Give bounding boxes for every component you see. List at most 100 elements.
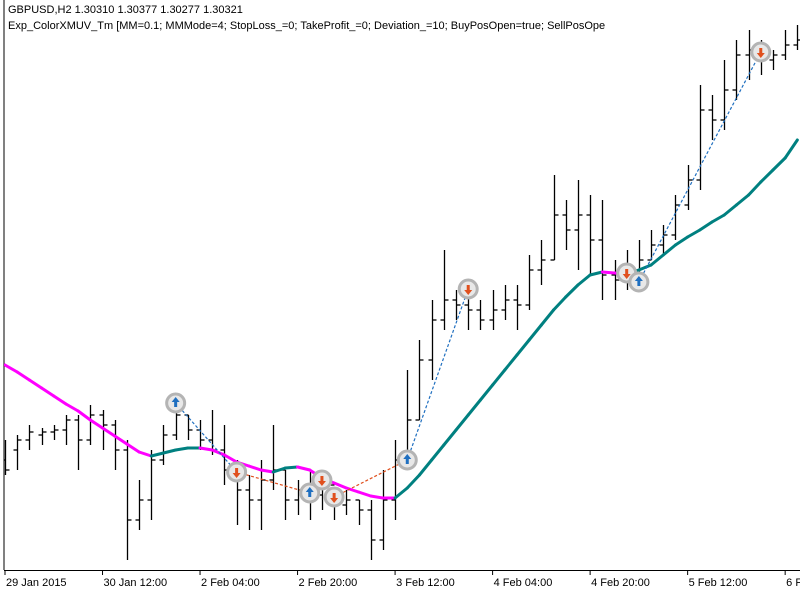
ohlc-bar [696,85,705,190]
ma-segment [222,453,239,464]
ma-segment [405,473,421,490]
ohlc-bar [793,25,800,50]
ma-segment [271,466,287,474]
marker-arrow [622,269,631,279]
ohlc-bar [38,428,47,445]
ohlc-bar [671,195,680,240]
ma-segment [552,295,568,312]
ma-segment [259,468,275,474]
ohlc-bar [415,340,424,421]
ma-segment [332,481,348,490]
ohlc-bar [123,440,132,560]
buy-marker [165,392,187,414]
trade-connector [406,288,469,461]
ohlc-bar [732,40,741,100]
x-tick-label: 4 Feb 04:00 [494,577,553,589]
ma-segment [503,353,519,372]
ohlc-bar [562,200,571,250]
plot-area [4,25,800,560]
ma-segment [174,446,190,452]
ohlc-bar [489,290,498,330]
ohlc-bar [50,425,59,440]
ohlc-bar [452,290,461,320]
ma-segment [88,418,105,430]
ohlc-bar [86,405,95,445]
ohlc-bar [781,30,790,60]
marker-arrow [232,468,241,478]
marker-arrow [317,476,326,486]
marker-arrow [634,276,643,286]
ma-segment [783,138,799,160]
ma-segment [15,370,31,382]
ohlc-bar [159,425,168,465]
ma-segment [430,443,446,462]
ohlc-bar [513,285,522,330]
x-tick-label: 5 Feb 12:00 [689,577,748,589]
ma-segment [4,363,19,374]
ma-segment [661,243,677,257]
ma-segment [747,180,763,197]
ma-segment [478,383,495,402]
ohlc-bar [708,95,717,140]
ohlc-bar [611,260,620,300]
sell-marker [457,278,479,300]
ohlc-bar [184,414,193,440]
marker-arrow [305,487,314,497]
x-tick-label: 3 Feb 12:00 [396,577,455,589]
ma-segment [673,235,690,247]
ohlc-bar [342,490,351,515]
ma-segment [210,448,226,457]
chart-subtitle: Exp_ColorXMUV_Tm [MM=0.1; MMMode=4; Stop… [8,20,605,32]
x-tick-label: 2 Feb 20:00 [299,577,358,589]
ohlc-bar [720,60,729,130]
ma-segment [64,402,80,413]
ma-segment [113,434,129,446]
ma-segment [710,213,726,224]
ma-segment [27,378,44,390]
ma-segment [600,270,616,275]
ma-segment [40,386,56,398]
ma-segment [515,338,531,357]
x-tick-label: 6 F [786,577,800,589]
trade-connector [333,459,408,498]
ma-segment [357,490,373,498]
x-tick-label: 29 Jan 2015 [6,577,67,589]
ma-segment [649,253,665,267]
ohlc-bar [269,425,278,490]
ohlc-bar [525,255,534,310]
ohlc-bar [379,470,388,550]
ma-segment [759,168,775,184]
trade-connector [638,51,762,283]
buy-marker [628,271,650,293]
ohlc-bar [74,415,83,470]
ohlc-bar [62,415,71,445]
ma-segment [686,228,702,239]
x-tick-label: 4 Feb 20:00 [591,577,650,589]
ohlc-bar [4,440,10,475]
ohlc-bar [111,420,120,470]
ohlc-bar [537,240,546,285]
marker-arrow [464,285,473,295]
ma-segment [296,465,312,472]
ohlc-bar [550,175,559,261]
ma-segment [442,428,458,447]
ohlc-bar [245,475,254,530]
marker-arrow [171,397,180,407]
ma-segment [539,308,556,327]
ma-segment [76,409,92,422]
ohlc-bar [147,450,156,520]
ohlc-bar [257,460,266,530]
ma-segment [344,486,361,494]
ohlc-bar [769,50,778,70]
ma-segment [161,448,178,455]
ohlc-bar [135,480,144,530]
chart-title: GBPUSD,H2 1.30310 1.30377 1.30277 1.3032… [8,4,243,16]
ma-segment [125,442,141,454]
x-tick-label: 2 Feb 04:00 [201,577,260,589]
sell-marker [323,486,345,508]
ma-segment [283,465,300,470]
sell-marker [750,41,772,63]
ma-segment [52,394,68,406]
x-tick-label: 30 Jan 12:00 [104,577,168,589]
